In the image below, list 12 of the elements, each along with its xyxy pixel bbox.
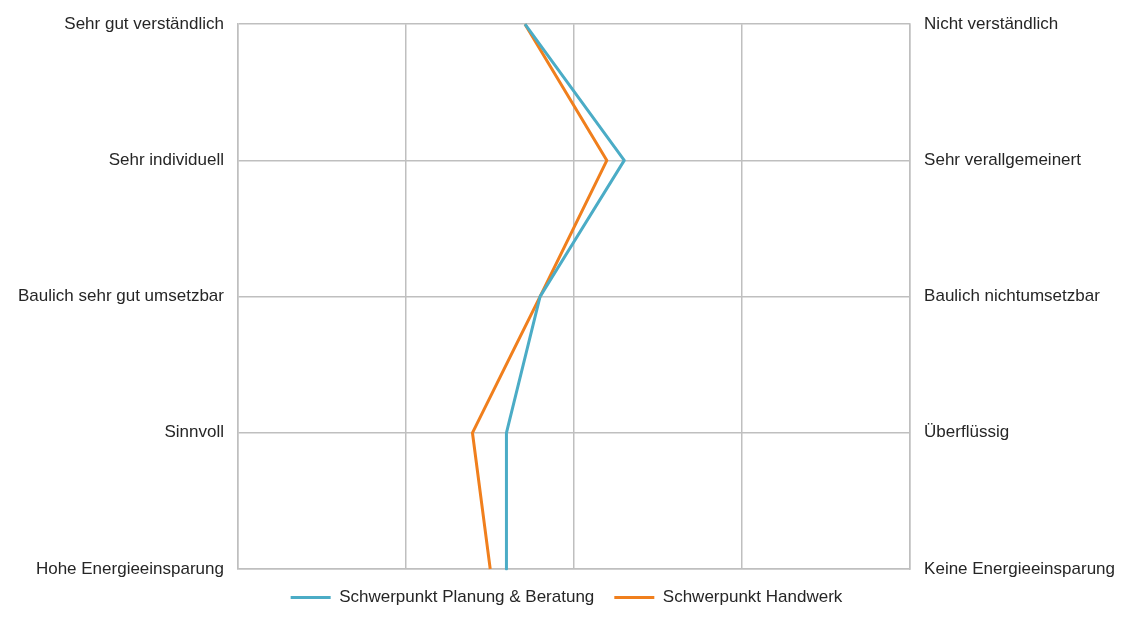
y2-tick-label: Sehr verallgemeinert <box>924 150 1082 170</box>
y-tick-label: Sinnvoll <box>164 422 224 442</box>
y-tick-label: Baulich sehr gut umsetzbar <box>17 286 225 306</box>
y-tick-label: Sehr individuell <box>108 150 224 170</box>
y2-tick-label: Nicht verständlich <box>924 13 1059 33</box>
y-tick-label: Hohe Energieeinsparung <box>35 558 224 578</box>
y2-tick-label: Überflüssig <box>924 422 1010 442</box>
y2-tick-label: Keine Energieeinsparung <box>924 558 1115 578</box>
y2-tick-label: Baulich nichtumsetzbar <box>924 286 1101 306</box>
legend-label: Schwerpunkt Handwerk <box>662 587 843 607</box>
y-tick-label: Sehr gut verständlich <box>64 13 224 33</box>
legend-label: Schwerpunkt Planung & Beratung <box>339 587 595 607</box>
